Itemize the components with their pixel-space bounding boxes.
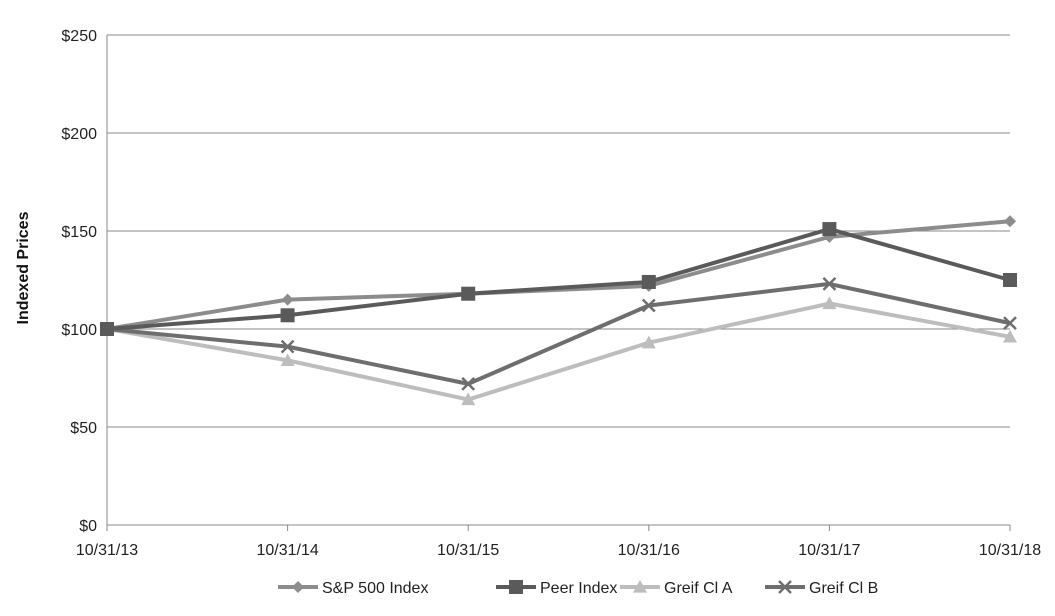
data-point-greif-cl-b [461,376,476,391]
x-tick-label: 10/31/15 [437,542,499,559]
x-marker-stroke [822,277,837,291]
data-point-greif-cl-a [1003,329,1017,343]
x-marker-stroke [641,298,656,313]
legend: S&P 500 Index Peer Index Greif Cl A Greif C… [278,580,878,597]
legend-marker [509,580,523,594]
data-point-greif-cl-b [822,277,837,291]
y-tick-label: $100 [61,322,97,339]
data-point-peer-index [641,274,656,289]
x-tick-label: 10/31/17 [798,542,860,559]
legend-label: S&P 500 Index [322,580,428,597]
x-tick-label: 10/31/14 [256,542,318,559]
data-point-greif-cl-b [280,339,295,354]
data-point-peer-index [461,286,476,301]
legend-label: Greif Cl B [809,580,878,597]
y-tick-label: $50 [70,420,97,437]
data-point-greif-cl-a [280,353,295,366]
x-marker-stroke [280,339,295,354]
legend-label: Peer Index [540,580,617,597]
legend-item-peer-index: Peer Index [496,580,617,597]
legend-item-greif-cl-a: Greif Cl A [620,580,733,597]
data-point-peer-index [280,308,295,323]
series-line-peer-index [106,227,1011,331]
legend-marker [633,580,647,593]
x-marker-stroke [461,376,476,391]
series-greif-cl-a [100,296,1017,406]
legend-marker [292,581,304,593]
series-peer-index [100,222,1017,336]
series-line-greif-cl-a [106,301,1011,402]
x-tick-label: 10/31/18 [979,542,1041,559]
data-point-greif-cl-a [822,296,837,310]
x-tick-label: 10/31/13 [76,542,138,559]
data-point-s-p-500-index [1004,215,1016,228]
legend-label: Greif Cl A [664,580,733,597]
data-point-greif-cl-a [641,335,656,349]
legend-item-s-p-500-index: S&P 500 Index [278,580,428,597]
x-marker-stroke [1003,316,1017,331]
legend-item-greif-cl-b: Greif Cl B [765,580,878,597]
data-point-peer-index [822,222,837,237]
data-point-s-p-500-index [281,293,294,306]
gridlines [107,34,1010,428]
y-axis-label: Indexed Prices [15,211,32,324]
data-point-greif-cl-b [641,298,656,313]
data-point-peer-index [100,322,114,336]
y-tick-label: $0 [79,518,97,535]
x-marker-stroke [778,580,792,594]
legend-marker [778,580,792,594]
data-point-peer-index [1003,273,1017,287]
axes [106,35,1011,531]
y-tick-label: $200 [61,126,97,143]
data-point-greif-cl-b [1003,316,1017,331]
data-point-greif-cl-a [461,392,476,406]
tick-labels: $0 $50 $100 $150 $200 $250 10/31/13 10/31/14 10/… [61,28,1041,559]
y-tick-label: $250 [61,28,97,45]
series-lines [100,215,1017,406]
y-tick-label: $150 [61,224,97,241]
x-tick-label: 10/31/16 [618,542,680,559]
series-line-greif-cl-b [106,281,1011,386]
